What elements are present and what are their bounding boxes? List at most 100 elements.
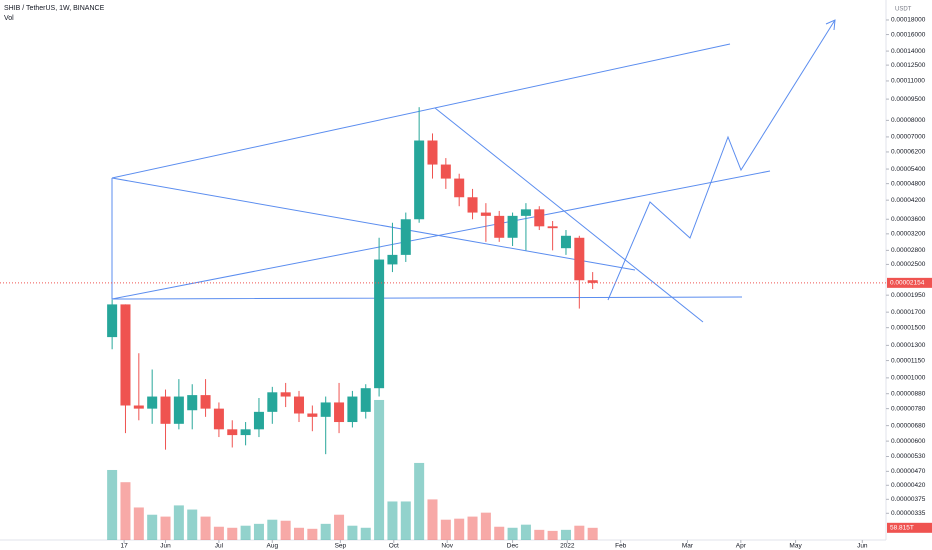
currency-label: USDT (895, 7, 912, 13)
trend-line (111, 43, 731, 179)
x-tick-label: Jul (215, 543, 224, 550)
y-tick-label: 0.00000335 (891, 510, 926, 517)
volume-bar (534, 529, 545, 540)
x-tick-label: Jun (160, 543, 171, 550)
y-tick-label: 0.00000375 (891, 496, 926, 503)
candle-body (574, 237, 585, 281)
candle-body (173, 396, 184, 424)
candle-body (147, 396, 158, 409)
volume-bar (320, 523, 331, 540)
y-tick-label: 0.00000680 (891, 422, 926, 429)
volume-bar (454, 518, 465, 540)
y-tick-label: 0.00001150 (891, 357, 925, 364)
candle-body (133, 405, 144, 409)
candle-body (480, 212, 491, 216)
y-tick-label: 0.00000600 (891, 438, 926, 445)
candle-body (200, 395, 211, 409)
candle-body (253, 411, 264, 430)
candle-body (560, 235, 571, 249)
candle-body (293, 396, 305, 414)
candle-body (307, 413, 318, 417)
trend-line (111, 170, 771, 300)
volume-bar (587, 527, 598, 540)
candle-body (427, 140, 438, 165)
y-tick-label: 0.00000470 (891, 468, 926, 475)
x-tick-label: Mar (682, 543, 694, 550)
y-tick-label: 0.00003600 (891, 216, 926, 223)
candle-body (440, 164, 451, 179)
x-tick-label: Nov (441, 543, 453, 550)
candle-body (213, 408, 224, 430)
x-tick-label: Feb (615, 543, 627, 550)
volume-bar (360, 527, 371, 540)
y-tick-label: 0.00005400 (891, 166, 926, 173)
y-tick-label: 0.00014000 (891, 48, 926, 55)
volume-bar (213, 526, 224, 540)
x-tick-label: 17 (121, 543, 129, 550)
candle-body (360, 388, 371, 412)
volume-label: 58.815T (890, 525, 914, 532)
volume-bar (120, 482, 131, 540)
volume-bar (240, 525, 251, 540)
candle-body (107, 304, 118, 338)
volume-bar (387, 501, 398, 540)
volume-bar (440, 519, 451, 540)
candle-body (587, 280, 598, 283)
trend-line (434, 107, 704, 323)
y-tick-label: 0.00000880 (891, 390, 926, 397)
candle-body (520, 209, 531, 216)
y-tick-label: 0.00000530 (891, 453, 926, 460)
volume-bar (507, 527, 518, 540)
candle-body (280, 392, 291, 397)
y-tick-label: 0.00008000 (891, 117, 926, 124)
y-tick-label: 0.00001300 (891, 342, 926, 349)
candle-body (494, 215, 505, 238)
volume-bar (414, 462, 425, 540)
y-tick-label: 0.00012500 (891, 62, 926, 69)
volume-bar (307, 528, 318, 540)
candle-body (387, 254, 398, 265)
candle-body (534, 209, 545, 227)
x-tick-label: Jun (857, 543, 868, 550)
volume-bar (347, 525, 358, 540)
volume-bar (494, 526, 505, 540)
y-tick-label: 0.00000780 (891, 405, 926, 412)
x-tick-label: Sep (335, 543, 347, 550)
candle-body (187, 395, 198, 411)
volume-bar (107, 469, 118, 540)
volume-bar (133, 507, 144, 540)
candles (107, 107, 598, 455)
y-tick-label: 0.00001700 (891, 309, 926, 316)
volume-bar (160, 516, 171, 540)
candle-body (400, 219, 411, 255)
candle-body (227, 429, 238, 436)
candle-body (320, 402, 331, 417)
y-tick-label: 0.00002800 (891, 247, 926, 254)
candle-body (267, 392, 278, 412)
volume-bar (293, 527, 305, 540)
y-tick-label: 0.00001500 (891, 324, 926, 331)
drawings (111, 19, 836, 323)
y-tick-label: 0.00001950 (891, 292, 926, 299)
volume-tag (887, 522, 932, 533)
trend-line (111, 177, 636, 271)
volume-bar (374, 399, 385, 540)
y-tick-label: 0.00000420 (891, 482, 926, 489)
volume-bar (480, 512, 491, 540)
volume-bar (280, 520, 291, 540)
projection-path (607, 19, 836, 301)
candle-body (334, 402, 345, 423)
arrow-head (825, 19, 836, 31)
volume-bar (173, 505, 184, 540)
x-tick-label: Aug (267, 543, 279, 550)
candle-body (547, 226, 558, 229)
y-tick-label: 0.00009500 (891, 96, 926, 103)
candle-body (414, 140, 425, 220)
volume-bar (334, 514, 345, 540)
volume-bar (200, 516, 211, 540)
x-tick-label: Oct (389, 543, 399, 550)
volume-bar (560, 529, 571, 540)
volume-bar (227, 527, 238, 540)
